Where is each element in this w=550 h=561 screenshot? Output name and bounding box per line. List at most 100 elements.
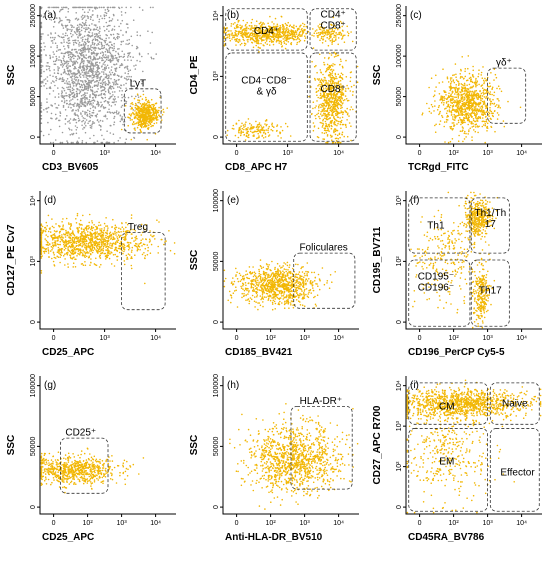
axes <box>222 376 359 515</box>
gate-label-line: Th1/Th <box>474 208 506 219</box>
axes <box>39 376 176 515</box>
y-axis-label: CD27_APC R700 <box>372 405 383 484</box>
panel-letter: (c) <box>410 10 422 21</box>
event-dots <box>470 252 496 329</box>
gate <box>121 232 166 311</box>
y-tick-label: 10³ <box>213 71 220 82</box>
gate-label: Th17 <box>479 285 502 296</box>
y-axis-label: CD195_BV711 <box>372 226 383 293</box>
x-tick-label: 10⁴ <box>516 335 527 342</box>
x-tick-label: 10³ <box>100 335 111 342</box>
gate-label-line: EM <box>439 456 454 467</box>
axes <box>39 191 176 330</box>
event-dots <box>229 403 359 510</box>
gate-label: CD4⁻CD8⁻ & γδ <box>241 75 292 97</box>
gate <box>487 67 527 124</box>
gate-label-line: LyT <box>130 78 146 89</box>
panel: (d) 0 10³ 10⁴ 0 10³ 10⁴ CD25_APC CD127_PE Cv7 Tre… <box>6 191 176 358</box>
x-axis-label: CD8_APC H7 <box>225 162 288 173</box>
x-tick-label: 0 <box>418 335 422 342</box>
gate-label: Th1/Th 17 <box>474 208 506 230</box>
y-tick-label: 10⁴ <box>213 10 220 21</box>
gate-label-line: CD4⁺ <box>321 9 346 20</box>
gate-label-line: CD196⁻ <box>418 282 454 293</box>
gate <box>60 437 109 494</box>
y-tick-label: 50000 <box>30 437 37 457</box>
y-tick-label: 100000 <box>30 374 37 397</box>
y-axis-label: SSC <box>6 435 17 456</box>
panel: (a) 0 10³ 10⁴ 0 50000 150000 250000 CD3_BV605 SSC… <box>6 4 176 173</box>
event-dots <box>308 40 359 144</box>
gate-label: Effector <box>500 467 535 478</box>
axes <box>222 6 359 145</box>
y-tick-label: 0 <box>396 320 403 324</box>
gate-label: HLA-DR⁺ <box>300 395 343 406</box>
x-tick-label: 10² <box>266 335 277 342</box>
y-axis-label: SSC <box>372 65 383 86</box>
x-axis-label: CD196_PerCP Cy5-5 <box>408 347 505 358</box>
gate <box>290 405 353 490</box>
panel: (h) 0 10² 10³ 10⁴ 0 50000 100000 Anti-HLA-DR_BV5… <box>189 374 359 543</box>
event-dots <box>120 93 169 141</box>
x-tick-label: 0 <box>418 520 422 527</box>
event-dots <box>406 379 542 428</box>
event-dots <box>223 259 337 311</box>
gate-label-line: γδ⁺ <box>496 57 512 68</box>
panel-letter: (i) <box>410 380 419 391</box>
gate-label-line: CD4⁺ <box>254 25 279 36</box>
y-axis-label: SSC <box>189 250 200 271</box>
y-tick-label: 10² <box>396 461 403 472</box>
gate-label: Treg <box>128 222 148 233</box>
x-tick-label: 10³ <box>117 520 128 527</box>
axes <box>405 191 542 330</box>
gate-label: EM <box>439 456 454 467</box>
x-tick-label: 10² <box>449 150 460 157</box>
gate-label-line: Th1 <box>427 220 445 231</box>
panel-letter: (b) <box>227 10 239 21</box>
event-dots <box>40 447 145 494</box>
gate-label-line: Foliculares <box>299 242 347 253</box>
gate <box>225 52 308 142</box>
y-tick-label: 0 <box>396 505 403 509</box>
y-tick-label: 0 <box>213 505 220 509</box>
event-dots <box>311 16 352 46</box>
event-dots <box>421 55 522 144</box>
gate-label: CD4⁺ CD8⁺ <box>321 9 346 31</box>
y-tick-label: 50000 <box>396 87 403 107</box>
gate <box>408 428 488 512</box>
panel: (f) 0 10² 10³ 10⁴ 0 10² 10³ CD196_PerCP Cy5-5 CD1… <box>372 191 542 358</box>
gate-label-line: Treg <box>128 222 148 233</box>
x-tick-label: 10⁴ <box>333 150 344 157</box>
gate-label: γδ⁺ <box>496 57 512 68</box>
gate <box>489 382 540 425</box>
panel-letter: (g) <box>44 380 56 391</box>
axes <box>405 376 542 515</box>
event-dots <box>40 212 176 285</box>
x-tick-label: 0 <box>235 150 239 157</box>
x-tick-label: 10³ <box>283 150 294 157</box>
x-tick-label: 10³ <box>483 520 494 527</box>
y-tick-label: 0 <box>213 320 220 324</box>
event-dots <box>223 15 325 53</box>
gate <box>470 259 510 327</box>
gate-label: CD195⁻ CD196⁻ <box>418 271 454 293</box>
gate-label: Th1 <box>427 220 445 231</box>
event-dots <box>226 118 292 141</box>
x-tick-label: 0 <box>52 520 56 527</box>
event-dots <box>40 6 162 144</box>
y-axis-label: CD127_PE Cv7 <box>6 224 17 296</box>
gate-label-line: CD25⁺ <box>65 427 96 438</box>
x-tick-label: 0 <box>418 150 422 157</box>
gate <box>408 259 471 327</box>
gate <box>309 8 357 51</box>
x-tick-label: 10³ <box>300 335 311 342</box>
x-axis-label: CD25_APC <box>42 347 94 358</box>
gate-label: Naive <box>502 398 528 409</box>
gate-label-line: CD195⁻ <box>418 271 454 282</box>
gate-label-line: HLA-DR⁺ <box>300 395 343 406</box>
y-axis-label: SSC <box>189 435 200 456</box>
panel: (i) 0 10² 10³ 10⁴ 0 10² 10³ 10⁴ CD45RA_BV786 CD27_… <box>372 376 542 543</box>
event-dots <box>454 191 499 246</box>
gate-label: CD4⁺ <box>254 25 279 36</box>
